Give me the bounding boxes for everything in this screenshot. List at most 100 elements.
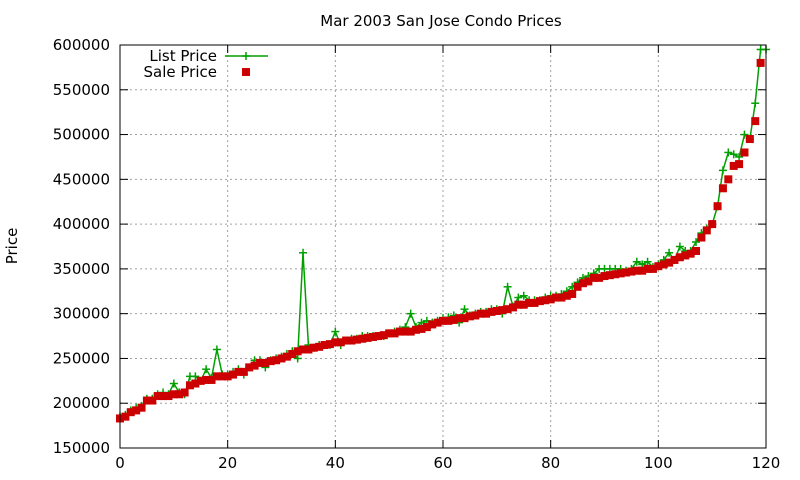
sale-price-point bbox=[422, 323, 431, 332]
list-price-point bbox=[724, 148, 733, 157]
list-price-point bbox=[675, 242, 684, 251]
sale-price-point bbox=[369, 332, 378, 341]
grid-lines bbox=[120, 45, 766, 448]
sale-price-point bbox=[148, 396, 157, 405]
sale-price-point bbox=[573, 282, 582, 291]
sale-price-point bbox=[358, 334, 367, 343]
sale-price-point bbox=[320, 341, 329, 350]
list-price-point bbox=[665, 248, 674, 257]
sale-price-point bbox=[132, 406, 141, 415]
sale-price-point bbox=[622, 268, 631, 277]
sale-price-point bbox=[605, 271, 614, 280]
y-tick-label: 200000 bbox=[53, 394, 110, 412]
tick-labels: 0 20 40 60 80 100 120 150000 200000 250000 300000 3… bbox=[53, 36, 781, 472]
legend: List Price Sale Price bbox=[144, 47, 268, 81]
sale-price-point bbox=[627, 267, 636, 276]
sale-price-point bbox=[643, 264, 652, 273]
x-tick-label: 20 bbox=[218, 454, 237, 472]
legend-sample-sale-price bbox=[242, 68, 250, 76]
sale-price-point bbox=[207, 375, 216, 384]
sale-price-point bbox=[342, 336, 351, 345]
sale-price-point bbox=[309, 343, 318, 352]
sale-price-point bbox=[449, 315, 458, 324]
sale-price-point bbox=[654, 262, 663, 271]
sale-price-point bbox=[665, 258, 674, 267]
legend-label-sale-price: Sale Price bbox=[144, 63, 217, 81]
sale-price-point bbox=[557, 293, 566, 302]
sale-price-point bbox=[331, 338, 340, 347]
y-tick-label: 150000 bbox=[53, 439, 110, 457]
sale-price-point bbox=[670, 255, 679, 264]
sale-price-point bbox=[282, 352, 291, 361]
list-price-point bbox=[202, 365, 211, 374]
sale-price-point bbox=[336, 338, 345, 347]
sale-price-point bbox=[352, 335, 361, 344]
sale-price-point bbox=[196, 376, 205, 385]
sale-price-point bbox=[659, 260, 668, 269]
list-price-point bbox=[169, 379, 178, 388]
sale-price-point bbox=[487, 307, 496, 316]
sale-price-point bbox=[600, 272, 609, 281]
sale-price-point bbox=[347, 336, 356, 345]
list-price-point bbox=[299, 248, 308, 257]
sale-price-point bbox=[530, 298, 539, 307]
y-tick-label: 250000 bbox=[53, 349, 110, 367]
sale-price-point bbox=[692, 246, 701, 255]
sale-price-point bbox=[325, 340, 334, 349]
sale-price-point bbox=[675, 253, 684, 262]
sale-price-point bbox=[444, 316, 453, 325]
sale-price-point bbox=[401, 327, 410, 336]
sale-price-point bbox=[293, 347, 302, 356]
sale-price-point bbox=[261, 358, 270, 367]
sale-price-point bbox=[390, 329, 399, 338]
list-price-point bbox=[729, 150, 738, 159]
sale-price-point bbox=[126, 408, 135, 417]
legend-sample-list-price bbox=[225, 52, 268, 60]
list-price-point bbox=[692, 238, 701, 247]
sale-price-point bbox=[169, 390, 178, 399]
sale-price-point bbox=[379, 331, 388, 340]
sale-price-point bbox=[299, 345, 308, 354]
sale-price-point bbox=[713, 202, 722, 211]
sale-price-point bbox=[535, 297, 544, 306]
sale-price-point bbox=[589, 273, 598, 282]
sale-price-point bbox=[568, 289, 577, 298]
legend-marker bbox=[242, 52, 250, 60]
sale-price-point bbox=[234, 367, 243, 376]
sale-price-point bbox=[508, 303, 517, 312]
sale-price-point bbox=[632, 266, 641, 275]
x-tick-label: 120 bbox=[752, 454, 781, 472]
sale-price-point bbox=[180, 388, 189, 397]
y-tick-label: 400000 bbox=[53, 215, 110, 233]
sale-price-point bbox=[729, 161, 738, 170]
y-tick-label: 350000 bbox=[53, 260, 110, 278]
sale-price-point bbox=[648, 264, 657, 273]
sale-price-point bbox=[363, 333, 372, 342]
sale-price-point bbox=[686, 249, 695, 258]
sale-price-point bbox=[266, 357, 275, 366]
sale-price-point bbox=[212, 372, 221, 381]
sale-price-point bbox=[250, 361, 259, 370]
sale-price-point bbox=[616, 269, 625, 278]
sale-price-point bbox=[164, 392, 173, 401]
sale-price-point bbox=[304, 345, 313, 354]
sale-price-point bbox=[374, 332, 383, 341]
sale-price-point bbox=[519, 300, 528, 309]
sale-price-point bbox=[471, 311, 480, 320]
list-price-point bbox=[191, 372, 200, 381]
list-price-point bbox=[460, 305, 469, 314]
sale-price-point bbox=[638, 266, 647, 275]
sale-price-point bbox=[202, 375, 211, 384]
y-tick-label: 550000 bbox=[53, 81, 110, 99]
sale-price-point bbox=[465, 312, 474, 321]
list-price-point bbox=[514, 293, 523, 302]
list-price-point bbox=[751, 99, 760, 108]
sale-price-point bbox=[272, 356, 281, 365]
sale-price-point bbox=[584, 277, 593, 286]
sale-price-point bbox=[185, 381, 194, 390]
sale-price-point bbox=[552, 293, 561, 302]
legend-marker bbox=[242, 68, 250, 76]
plot-frame bbox=[119, 44, 767, 449]
sale-price-point bbox=[191, 379, 200, 388]
y-tick-label: 600000 bbox=[53, 36, 110, 54]
